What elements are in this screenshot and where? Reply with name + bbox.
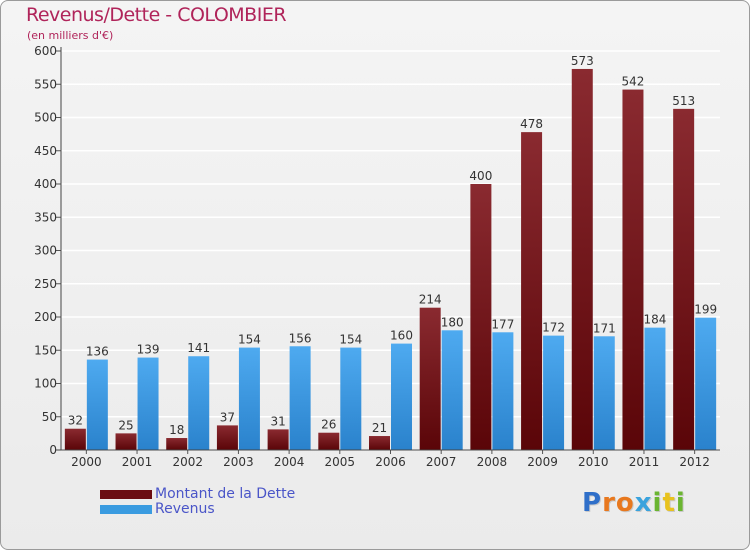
bar-value-label: 136 [86,345,109,359]
bar-revenus [86,359,108,450]
bar-value-label: 180 [441,315,464,329]
x-tick-label: 2007 [426,455,457,469]
bar-value-label: 18 [169,423,184,437]
y-tick-label: 250 [34,277,57,291]
bar-revenus [137,357,159,450]
bar-value-label: 141 [187,341,210,355]
bar-value-label: 154 [339,333,362,347]
y-tick-label: 400 [34,177,57,191]
bar-dette [318,432,340,450]
y-tick-label: 600 [34,44,57,58]
y-tick-label: 550 [34,77,57,91]
bar-revenus [289,346,311,450]
bar-dette [673,108,695,450]
bars: 32 136 25 139 18 141 37 154 31 156 26 154 21 160 214 18… [64,54,717,450]
bar-value-label: 573 [571,54,594,68]
logo-letter: i [652,488,663,518]
bar-value-label: 172 [542,321,565,335]
bar-revenus [188,356,210,450]
logo-letter: i [675,488,686,518]
x-tick-label: 2001 [122,455,153,469]
y-tick-label: 0 [49,443,57,457]
x-tick-label: 2008 [477,455,508,469]
bar-revenus [492,332,514,450]
logo-letter: r [602,488,616,518]
bar-value-label: 156 [289,331,312,345]
bar-value-label: 513 [672,94,695,108]
axes [56,47,720,451]
bar-revenus [391,343,412,450]
bar-value-label: 184 [644,313,667,327]
bar-value-label: 32 [68,414,83,428]
x-tick-label: 2005 [325,455,356,469]
bar-value-label: 478 [520,117,543,131]
y-tick-label: 350 [34,210,57,224]
x-tick-label: 2010 [578,455,609,469]
bar-value-label: 139 [137,343,160,357]
bar-dette [216,425,238,450]
grid-lines [61,50,720,451]
y-tick-label: 300 [34,244,57,258]
bar-value-label: 26 [321,418,336,432]
legend-swatch-revenus [100,505,152,514]
bar-value-label: 31 [270,414,285,428]
bar-revenus [593,336,615,450]
x-axis-ticks: 2000 2001 2002 2003 2004 2005 2006 2007 2008 2009… [71,450,710,469]
legend-label-debt: Montant de la Dette [155,486,296,502]
y-tick-label: 200 [34,310,57,324]
bar-dette [521,132,543,450]
x-tick-label: 2002 [172,455,203,469]
logo-letter: x [634,488,653,518]
y-tick-label: 500 [34,111,57,125]
y-tick-label: 150 [34,343,57,357]
x-tick-label: 2000 [71,455,102,469]
bar-revenus [238,347,260,450]
y-axis-ticks: 0 50 100 150 200 250 300 350 400 450 500 550 600 [34,44,61,457]
bar-revenus [543,335,565,450]
bar-value-label: 21 [372,421,387,435]
x-tick-label: 2003 [223,455,254,469]
bar-dette [622,89,644,450]
legend-swatch-debt [100,490,152,499]
proxiti-logo: Proxiti [582,488,686,518]
bar-revenus [340,347,362,450]
chart-title: Revenus/Dette - COLOMBIER [26,4,287,26]
bar-revenus [644,327,666,450]
chart-subtitle: (en milliers d'€) [27,29,114,42]
bar-value-label: 214 [419,293,442,307]
bar-dette [571,68,593,450]
bar-value-label: 199 [694,303,717,317]
bar-value-label: 542 [622,75,645,89]
logo-letter: P [582,488,603,518]
bar-value-label: 154 [238,333,261,347]
bar-revenus [695,317,717,450]
bar-value-label: 171 [593,321,616,335]
bar-value-label: 37 [220,410,235,424]
bar-value-label: 25 [118,418,133,432]
y-tick-label: 450 [34,144,57,158]
x-tick-label: 2004 [274,455,305,469]
bar-dette [470,184,492,450]
bar-value-label: 177 [491,317,514,331]
x-tick-label: 2009 [527,455,558,469]
y-tick-label: 50 [42,410,57,424]
bar-dette [369,436,390,450]
logo-letter: o [615,488,635,518]
x-tick-label: 2011 [629,455,660,469]
x-tick-label: 2006 [375,455,406,469]
y-tick-label: 100 [34,377,57,391]
legend-label-revenus: Revenus [155,501,215,517]
logo-letter: t [662,488,676,518]
bar-dette [267,429,289,450]
bar-revenus [441,330,463,450]
bar-value-label: 400 [469,169,492,183]
bar-dette [115,433,137,450]
bar-dette [166,438,188,450]
bar-value-label: 160 [390,329,413,343]
x-tick-label: 2012 [679,455,710,469]
bar-dette [64,428,86,450]
bar-dette [419,307,441,450]
